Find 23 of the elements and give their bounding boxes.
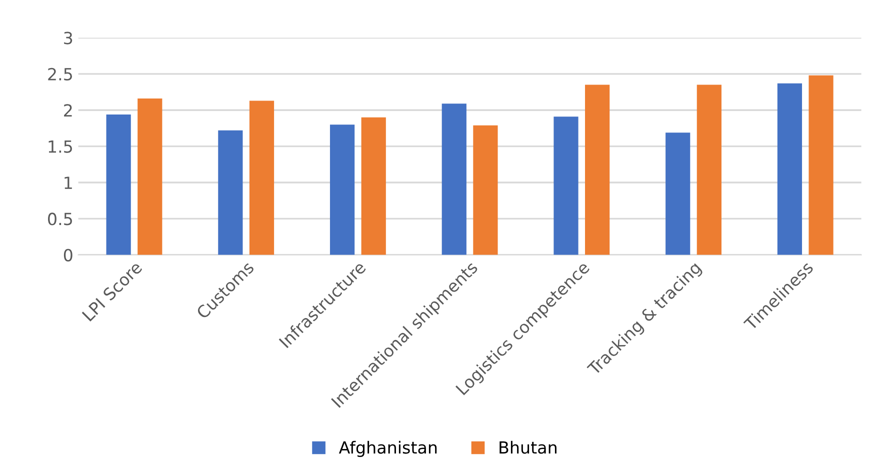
bar — [473, 125, 498, 255]
bar — [585, 84, 610, 255]
bar — [330, 124, 355, 255]
bar — [106, 114, 131, 255]
bar — [666, 132, 690, 255]
legend-label: Bhutan — [500, 440, 556, 454]
bar — [808, 75, 834, 255]
y-tick-label: 0.5 — [48, 212, 72, 226]
bar — [218, 130, 243, 255]
bar — [554, 116, 578, 255]
y-tick-label: 2 — [64, 104, 72, 116]
legend-label: Afghanistan — [338, 440, 437, 457]
bar — [696, 84, 722, 255]
bar — [138, 98, 162, 255]
bar — [777, 83, 802, 255]
y-tick-label: 1.5 — [48, 140, 72, 153]
y-tick-label: 3 — [64, 32, 72, 44]
y-tick-label: 2.5 — [48, 68, 72, 81]
bar — [361, 117, 386, 255]
bar — [249, 100, 274, 255]
y-tick-label: 0 — [64, 248, 72, 262]
y-tick-label: 1 — [64, 176, 72, 189]
bar — [442, 104, 466, 255]
